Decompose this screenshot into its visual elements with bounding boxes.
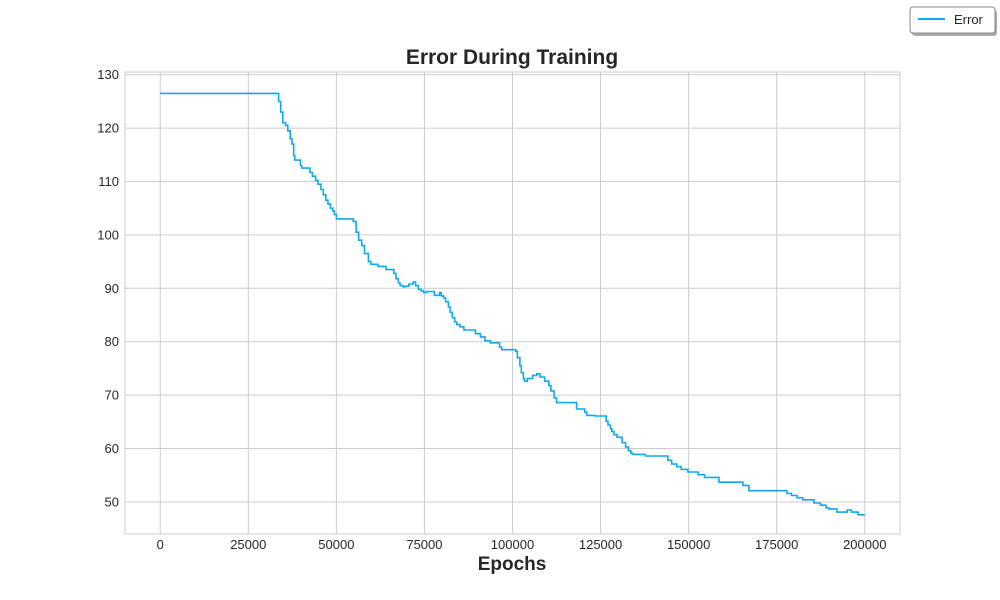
y-tick-label: 130 [97, 67, 119, 82]
y-tick-label: 90 [105, 281, 119, 296]
x-tick-label: 150000 [667, 537, 710, 552]
y-tick-label: 80 [105, 334, 119, 349]
x-tick-label: 0 [157, 537, 164, 552]
x-tick-label: 100000 [491, 537, 534, 552]
chart-title: Error During Training [406, 46, 618, 69]
y-tick-label: 100 [97, 227, 119, 242]
x-tick-label: 125000 [579, 537, 622, 552]
x-tick-label: 200000 [843, 537, 886, 552]
x-tick-label: 75000 [406, 537, 442, 552]
x-tick-label: 25000 [230, 537, 266, 552]
x-tick-label: 175000 [755, 537, 798, 552]
y-tick-label: 70 [105, 388, 119, 403]
y-tick-label: 60 [105, 441, 119, 456]
legend[interactable]: Error [910, 7, 997, 36]
y-tick-label: 110 [98, 174, 119, 189]
legend-label-error: Error [954, 12, 984, 27]
y-tick-label: 50 [105, 494, 119, 509]
x-tick-label: 50000 [318, 537, 354, 552]
y-tick-label: 120 [97, 121, 119, 136]
x-axis-title: Epochs [478, 554, 547, 575]
